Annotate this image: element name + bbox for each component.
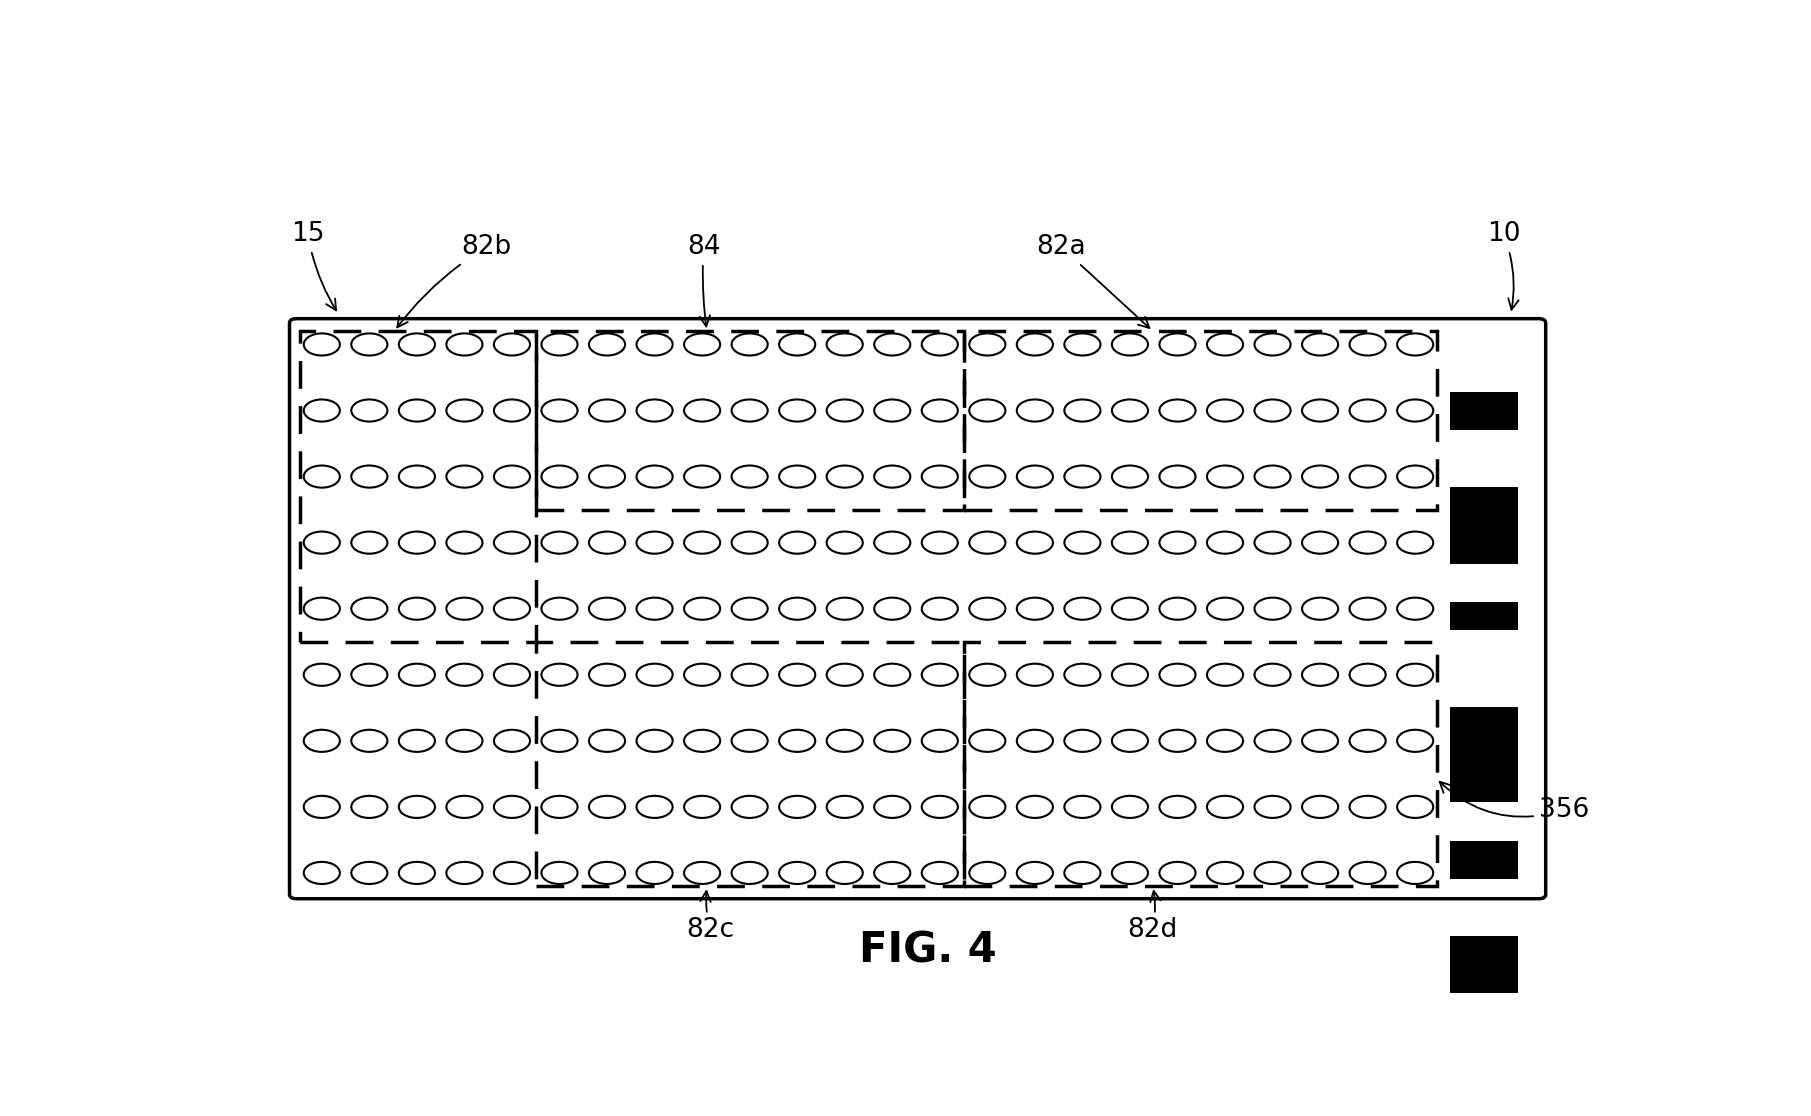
Bar: [1451, 488, 1518, 564]
Text: 82c: 82c: [686, 891, 735, 943]
Bar: [536, 331, 963, 510]
Bar: [1451, 840, 1518, 878]
Text: 82b: 82b: [397, 234, 511, 327]
Text: FIG. 4: FIG. 4: [860, 930, 996, 972]
Text: 84: 84: [686, 234, 721, 327]
Bar: [1451, 706, 1518, 802]
Text: 356: 356: [1440, 781, 1588, 824]
Bar: [963, 331, 1436, 510]
FancyBboxPatch shape: [290, 319, 1547, 898]
Text: 82d: 82d: [1128, 891, 1177, 943]
Bar: [1451, 602, 1518, 631]
Text: 82a: 82a: [1036, 234, 1150, 328]
Bar: [301, 331, 536, 642]
Bar: [1451, 1051, 1518, 1089]
Text: 15: 15: [292, 221, 337, 310]
Bar: [1451, 392, 1518, 430]
Text: 10: 10: [1487, 221, 1519, 309]
Bar: [1451, 936, 1518, 1012]
Bar: [963, 642, 1436, 886]
Bar: [536, 642, 963, 886]
